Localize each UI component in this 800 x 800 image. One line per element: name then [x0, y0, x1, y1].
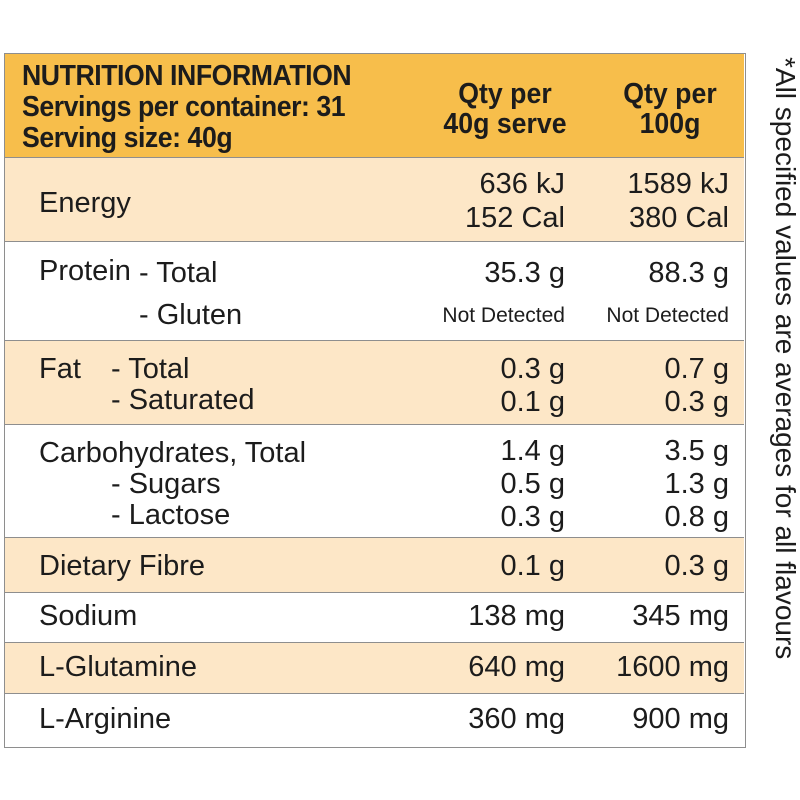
l-arginine-label: L-Arginine — [39, 703, 172, 735]
fat-per-serve: 0.3 g — [500, 353, 566, 385]
saturated-per-serve: 0.1 g — [500, 386, 566, 418]
l-glutamine-per-100g: 1600 mg — [616, 651, 729, 683]
carbohydrates-per-serve: 1.4 g — [500, 435, 566, 467]
column-header-per-serve-line1: Qty per — [458, 78, 552, 110]
energy-per-100g-kj: 1589 kJ — [627, 168, 729, 200]
carbohydrates-label: Carbohydrates, Total — [39, 437, 307, 469]
protein-row: Protein - Total - Gluten 35.3 g Not Dete… — [5, 242, 744, 341]
sugars-per-serve: 0.5 g — [500, 468, 566, 500]
gluten-per-serve: Not Detected — [442, 304, 565, 327]
l-arginine-per-serve: 360 mg — [468, 703, 565, 735]
gluten-per-100g: Not Detected — [606, 304, 729, 327]
dietary-fibre-per-serve: 0.1 g — [500, 550, 566, 582]
fat-label: Fat — [39, 353, 81, 385]
protein-per-100g: 88.3 g — [648, 257, 729, 289]
header-title-block: NUTRITION INFORMATION Servings per conta… — [22, 61, 380, 154]
sodium-per-100g: 345 mg — [632, 600, 729, 632]
protein-gluten-label: - Gluten — [139, 299, 243, 331]
sugars-label: - Sugars — [111, 468, 221, 500]
carbohydrates-row: Carbohydrates, Total - Sugars - Lactose … — [5, 425, 744, 538]
column-header-per-100g-line2: 100g — [639, 108, 701, 140]
dietary-fibre-row: Dietary Fibre 0.1 g 0.3 g — [5, 538, 744, 593]
lactose-per-serve: 0.3 g — [500, 501, 566, 533]
sodium-per-serve: 138 mg — [468, 600, 565, 632]
protein-label: Protein — [39, 255, 131, 287]
sugars-per-100g: 1.3 g — [664, 468, 730, 500]
l-glutamine-per-serve: 640 mg — [468, 651, 565, 683]
column-header-per-100g: Qty per 100g — [585, 79, 755, 139]
servings-per-container: Servings per container: 31 — [22, 91, 346, 123]
column-header-per-serve-line2: 40g serve — [443, 108, 567, 140]
sodium-row: Sodium 138 mg 345 mg — [5, 593, 744, 643]
averages-footnote: *All specified values are averages for a… — [770, 57, 800, 660]
nutrition-title: NUTRITION INFORMATION — [22, 60, 352, 92]
l-glutamine-row: L-Glutamine 640 mg 1600 mg — [5, 643, 744, 694]
sodium-label: Sodium — [39, 600, 138, 632]
protein-per-serve: 35.3 g — [484, 257, 565, 289]
energy-row: Energy 636 kJ 152 Cal 1589 kJ 380 Cal — [5, 158, 744, 242]
fat-row: Fat - Total - Saturated 0.3 g 0.1 g 0.7 … — [5, 341, 744, 425]
energy-label: Energy — [39, 187, 131, 219]
nutrition-panel: NUTRITION INFORMATION Servings per conta… — [4, 53, 746, 748]
dietary-fibre-per-100g: 0.3 g — [664, 550, 730, 582]
lactose-per-100g: 0.8 g — [664, 501, 730, 533]
l-arginine-row: L-Arginine 360 mg 900 mg — [5, 694, 744, 746]
energy-per-serve-kj: 636 kJ — [479, 168, 565, 200]
saturated-per-100g: 0.3 g — [664, 386, 730, 418]
energy-per-100g-cal: 380 Cal — [629, 202, 729, 234]
carbohydrates-per-100g: 3.5 g — [664, 435, 730, 467]
energy-per-serve-cal: 152 Cal — [465, 202, 565, 234]
serving-size: Serving size: 40g — [22, 122, 233, 154]
lactose-label: - Lactose — [111, 499, 231, 531]
column-header-per-100g-line1: Qty per — [623, 78, 717, 110]
fat-saturated-label: - Saturated — [111, 384, 255, 416]
column-header-per-serve: Qty per 40g serve — [420, 79, 590, 139]
fat-per-100g: 0.7 g — [664, 353, 730, 385]
fat-total-label: - Total — [111, 353, 190, 385]
l-glutamine-label: L-Glutamine — [39, 651, 197, 683]
l-arginine-per-100g: 900 mg — [632, 703, 729, 735]
nutrition-header: NUTRITION INFORMATION Servings per conta… — [5, 54, 744, 158]
dietary-fibre-label: Dietary Fibre — [39, 550, 205, 582]
protein-total-label: - Total — [139, 257, 218, 289]
